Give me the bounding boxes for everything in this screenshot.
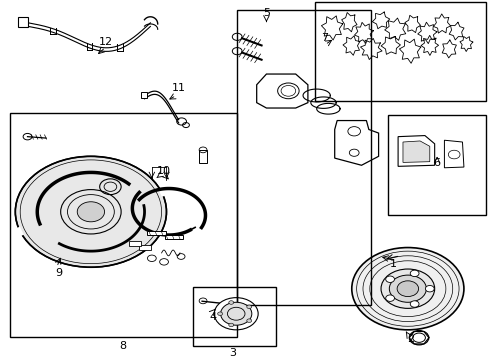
Text: 6: 6 bbox=[433, 158, 440, 168]
Circle shape bbox=[409, 270, 418, 276]
Text: 10: 10 bbox=[157, 166, 171, 176]
Circle shape bbox=[396, 281, 418, 297]
Text: 1: 1 bbox=[389, 258, 396, 269]
Bar bbox=[237, 10, 370, 305]
Circle shape bbox=[77, 202, 104, 222]
Circle shape bbox=[425, 285, 433, 292]
Circle shape bbox=[380, 269, 434, 309]
Circle shape bbox=[246, 305, 251, 309]
Circle shape bbox=[228, 301, 233, 304]
Bar bbox=[147, 231, 165, 235]
Bar bbox=[129, 242, 141, 246]
Text: 7: 7 bbox=[321, 33, 328, 43]
Bar bbox=[315, 3, 485, 101]
Circle shape bbox=[351, 248, 463, 330]
Bar bbox=[193, 287, 276, 346]
Bar bbox=[164, 235, 183, 239]
Text: 2: 2 bbox=[406, 334, 413, 344]
Text: 4: 4 bbox=[209, 312, 216, 322]
Text: 5: 5 bbox=[263, 8, 269, 18]
Circle shape bbox=[217, 312, 222, 315]
Circle shape bbox=[409, 301, 418, 307]
Bar bbox=[139, 245, 151, 250]
Text: 9: 9 bbox=[56, 267, 62, 278]
Circle shape bbox=[15, 156, 166, 267]
Polygon shape bbox=[402, 141, 429, 162]
Circle shape bbox=[385, 276, 394, 283]
Bar bbox=[141, 91, 147, 98]
Text: 8: 8 bbox=[119, 341, 126, 351]
Text: 12: 12 bbox=[98, 37, 112, 47]
Text: 3: 3 bbox=[228, 348, 235, 358]
Circle shape bbox=[388, 275, 426, 302]
Circle shape bbox=[385, 295, 394, 301]
Text: 11: 11 bbox=[171, 84, 185, 93]
Circle shape bbox=[246, 319, 251, 323]
Bar bbox=[18, 17, 28, 27]
Bar bbox=[199, 150, 206, 163]
Circle shape bbox=[228, 323, 233, 327]
Bar bbox=[387, 115, 485, 215]
Bar bbox=[10, 113, 237, 337]
Circle shape bbox=[220, 302, 251, 325]
